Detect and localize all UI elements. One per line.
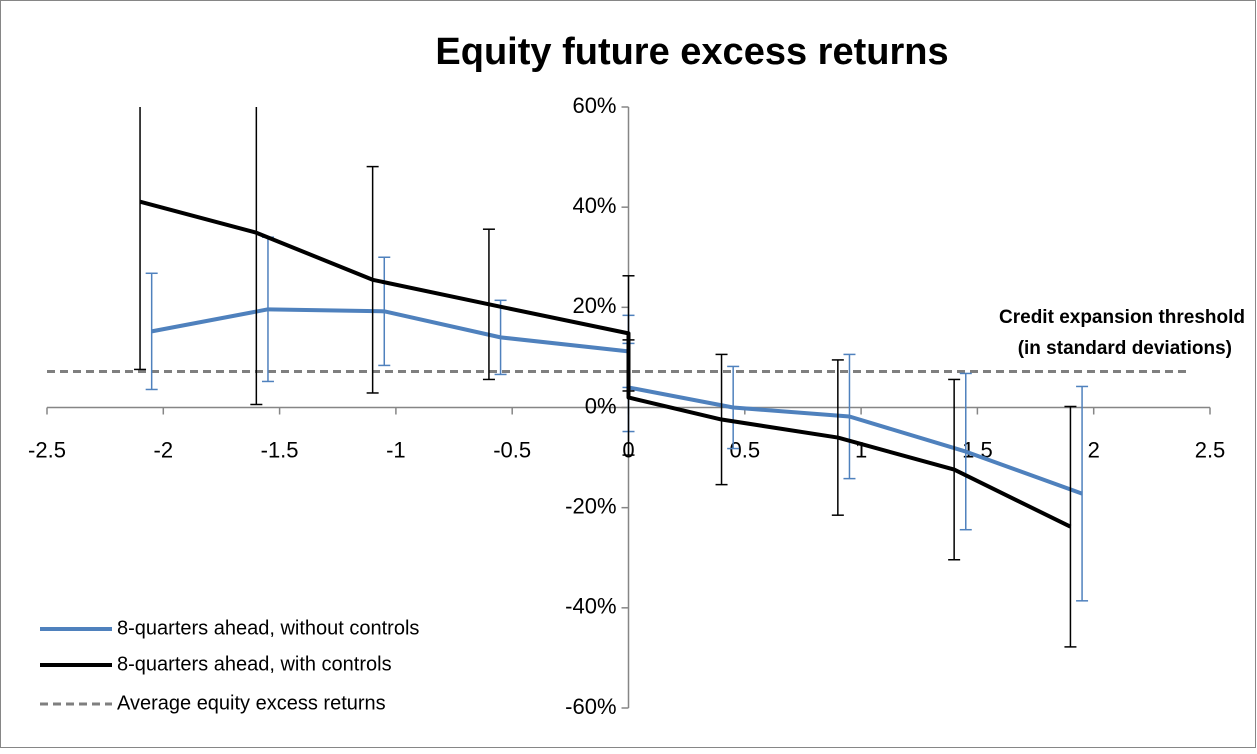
- legend-label: 8-quarters ahead, with controls: [117, 653, 392, 675]
- series-line: [139, 199, 1072, 529]
- x-tick-label: 2.5: [1195, 437, 1226, 462]
- x-tick-label: -1.5: [261, 437, 299, 462]
- legend-label: 8-quarters ahead, without controls: [117, 617, 419, 639]
- x-tick-label: 0.5: [730, 437, 761, 462]
- annotation: (in standard deviations): [1018, 338, 1232, 359]
- y-tick-label: 60%: [572, 93, 616, 118]
- x-tick-label: -0.5: [493, 437, 531, 462]
- x-tick-label: 2: [1088, 437, 1100, 462]
- y-tick-label: 40%: [572, 193, 616, 218]
- legend-label: Average equity excess returns: [117, 692, 386, 714]
- y-tick-label: -60%: [565, 694, 616, 719]
- y-tick-label: -40%: [565, 594, 616, 619]
- x-tick-label: -1: [386, 437, 406, 462]
- error-bar: [145, 272, 158, 391]
- x-tick-label: -2.5: [28, 437, 66, 462]
- chart-title: Equity future excess returns: [435, 31, 948, 73]
- annotation: Credit expansion threshold: [999, 307, 1245, 328]
- y-tick-label: 20%: [572, 293, 616, 318]
- x-tick-label: -2: [154, 437, 174, 462]
- y-tick-label: 0%: [585, 393, 617, 418]
- plot-area: [47, 107, 1187, 648]
- y-tick-label: -20%: [565, 493, 616, 518]
